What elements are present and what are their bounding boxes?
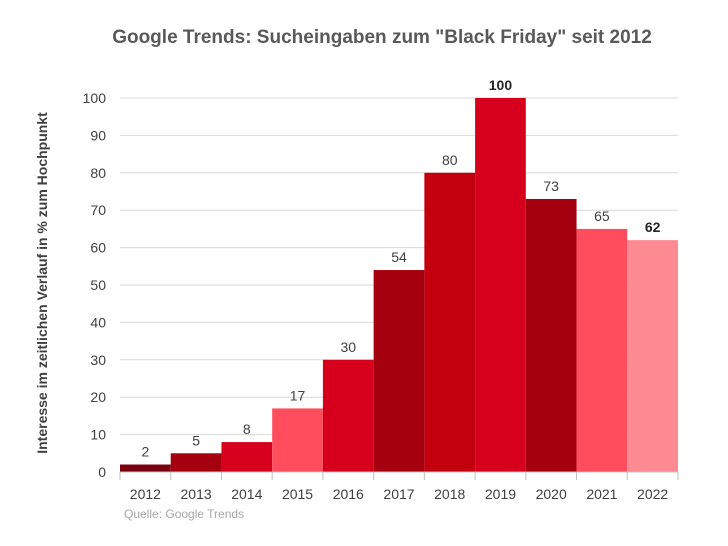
value-label-2022: 62 — [645, 219, 661, 235]
x-tick-label: 2016 — [333, 486, 364, 502]
x-tick-labels: 2012 2013 2014 2015 2016 2017 2018 2019 2020 2021… — [130, 486, 669, 502]
bar-2013 — [170, 453, 222, 472]
bar-2016 — [322, 359, 374, 472]
bar-2014 — [221, 442, 273, 472]
chart-title: Google Trends: Sucheingaben zum "Black F… — [112, 27, 652, 48]
value-label-2016: 30 — [340, 339, 356, 355]
x-tick-label: 2013 — [181, 486, 212, 502]
value-label-2015: 17 — [290, 387, 306, 403]
bars — [120, 98, 678, 473]
value-labels: 2 5 8 17 30 54 80 100 73 65 62 — [141, 77, 660, 460]
bar-2015 — [272, 408, 323, 472]
bar-2020 — [525, 198, 577, 473]
x-tick-label: 2022 — [637, 486, 668, 502]
bar-2012 — [120, 464, 171, 472]
bar-2017 — [373, 270, 425, 472]
y-tick-label: 0 — [98, 464, 106, 480]
y-tick-label: 60 — [90, 240, 106, 256]
bar-2019 — [475, 98, 526, 472]
y-tick-label: 50 — [90, 277, 106, 293]
x-tick-label: 2014 — [231, 486, 262, 502]
x-tick-label: 2012 — [130, 486, 161, 502]
y-tick-label: 90 — [90, 127, 106, 143]
y-tick-label: 80 — [90, 165, 106, 181]
value-label-2014: 8 — [243, 421, 251, 437]
y-tick-label: 70 — [90, 202, 106, 218]
axes — [119, 471, 679, 480]
x-tick-label: 2018 — [434, 486, 465, 502]
y-tick-label: 20 — [90, 389, 106, 405]
value-label-2018: 80 — [442, 152, 458, 168]
x-tick-label: 2019 — [485, 486, 516, 502]
value-label-2017: 54 — [391, 249, 407, 265]
bar-2022 — [627, 240, 678, 472]
x-tick-label: 2017 — [383, 486, 414, 502]
value-label-2021: 65 — [594, 208, 610, 224]
y-tick-label: 10 — [90, 427, 106, 443]
y-tick-label: 100 — [83, 90, 107, 106]
x-tick-label: 2020 — [536, 486, 567, 502]
x-tick-label: 2015 — [282, 486, 313, 502]
y-tick-label: 40 — [90, 314, 106, 330]
value-label-2012: 2 — [141, 444, 149, 460]
y-tick-label: 30 — [90, 352, 106, 368]
x-tick-label: 2021 — [586, 486, 617, 502]
y-tick-labels: 0 10 20 30 40 50 60 70 80 90 100 — [83, 90, 107, 480]
value-label-2013: 5 — [192, 432, 200, 448]
bar-2018 — [424, 172, 476, 473]
source-note: Quelle: Google Trends — [124, 507, 244, 521]
y-axis-label: Interesse im zeitlichen Verlauf in % zum… — [34, 112, 50, 454]
value-label-2019: 100 — [489, 77, 513, 93]
bar-2021 — [576, 228, 628, 472]
value-label-2020: 73 — [543, 178, 559, 194]
